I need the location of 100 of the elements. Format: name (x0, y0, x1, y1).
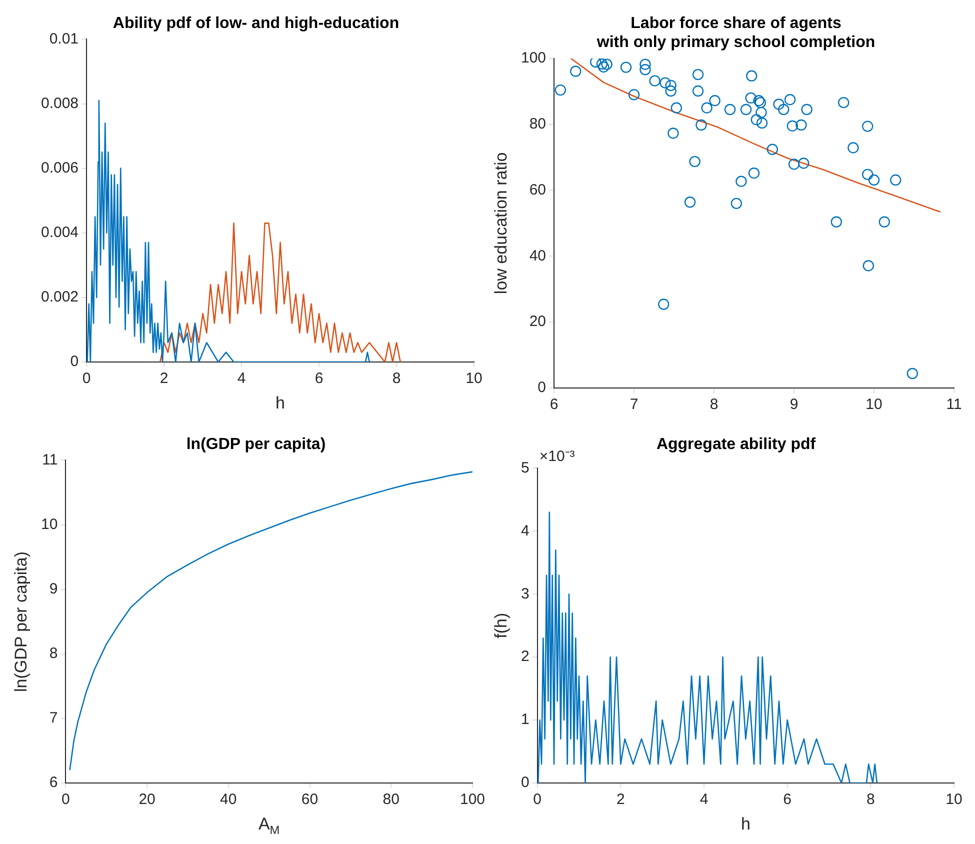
point (649, 75, 660, 86)
point (862, 120, 874, 132)
x-tick-label: 11 (946, 396, 962, 414)
point (798, 158, 810, 169)
x-tick-label: 2 (160, 370, 168, 388)
x-tick-label: 10 (946, 791, 962, 808)
y-tick-label: 0 (521, 774, 530, 792)
point (878, 216, 890, 228)
point (689, 156, 700, 168)
x-axis-title: h (276, 394, 286, 413)
y-tick-label: 100 (520, 50, 546, 67)
point (620, 62, 632, 73)
point (724, 104, 736, 116)
y-axis-title: ln(GDP per capita) (12, 552, 31, 692)
point (862, 168, 874, 180)
chart-title: Ability pdf of low- and high-education (112, 15, 400, 32)
point (796, 119, 807, 131)
point (660, 77, 671, 88)
x-tick-label: 9 (790, 396, 798, 414)
point (838, 96, 850, 108)
point (778, 104, 790, 116)
point (766, 144, 778, 155)
x-tick-label: 10 (466, 370, 482, 388)
y-tick-label: 9 (49, 580, 58, 598)
y-tick-label: 8 (49, 645, 58, 662)
point (709, 94, 720, 106)
point (665, 85, 676, 97)
x-tick-label: 0 (82, 370, 91, 388)
point (788, 158, 800, 170)
point (890, 174, 902, 186)
point (750, 114, 762, 126)
y-axis-title: low education ratio (492, 152, 511, 294)
point (784, 94, 796, 106)
x-tick-label: 20 (138, 791, 156, 808)
point (668, 128, 679, 139)
point (596, 58, 608, 70)
y-axis-title: f(h) (492, 612, 511, 638)
point (665, 80, 676, 92)
y-tick-label: 11 (42, 451, 58, 468)
y-tick-label: 0.002 (40, 288, 79, 306)
x-tick-label: 80 (382, 791, 400, 808)
point (590, 58, 602, 68)
point (748, 168, 760, 179)
y-tick-label: 10 (40, 516, 58, 533)
x-tick-label: 6 (314, 370, 324, 388)
x-tick-label: 4 (237, 370, 246, 388)
point (830, 216, 842, 228)
y-tick-label: 2 (521, 648, 530, 666)
y-tick-label: 5 (521, 459, 530, 476)
point (701, 102, 712, 114)
point (570, 66, 582, 77)
y-tick-label: 40 (529, 247, 546, 264)
x-tick-label: 60 (301, 791, 318, 808)
y-tick-label: 7 (49, 710, 58, 727)
point (906, 368, 918, 380)
y-tick-label: 1 (521, 711, 530, 728)
point (601, 58, 612, 70)
x-tick-label: 7 (630, 396, 638, 414)
point (696, 119, 707, 131)
x-tick-label: 8 (710, 396, 718, 414)
point (786, 120, 798, 132)
y-tick-label: 4 (521, 522, 530, 540)
point (848, 142, 859, 154)
point (745, 92, 756, 104)
chart-title: Labor force share of agents with only primary school completion (596, 15, 876, 52)
point (773, 98, 784, 110)
point (684, 196, 696, 208)
y-tick-label: 0.004 (40, 224, 79, 242)
y-tick-label: 60 (529, 181, 546, 198)
chart-title: ln(GDP per capita) (186, 436, 326, 454)
point (640, 64, 651, 76)
point (862, 260, 874, 272)
text: ×10⁻³ (539, 448, 575, 465)
x-tick-label: 8 (392, 370, 401, 388)
point (756, 117, 768, 129)
point (868, 174, 880, 186)
point (670, 102, 682, 114)
point (692, 68, 704, 80)
y-tick-label: 20 (529, 313, 546, 330)
point (801, 104, 812, 116)
point (730, 198, 742, 210)
y-tick-label: 0.008 (40, 94, 79, 112)
point (598, 61, 610, 73)
point (658, 298, 670, 310)
x-tick-label: 10 (866, 396, 882, 414)
y-tick-label: 80 (529, 115, 546, 132)
point (740, 104, 752, 116)
x-tick-label: 4 (700, 791, 708, 808)
y-tick-label: 0 (70, 353, 79, 370)
x-tick-label: 100 (460, 791, 485, 808)
x-tick-label: 8 (866, 791, 875, 808)
chart-title: Aggregate ability pdf (656, 436, 816, 454)
x-tick-label: 2 (616, 791, 625, 808)
point (640, 58, 651, 70)
x-tick-label: 6 (550, 396, 558, 414)
point (736, 176, 747, 187)
point (692, 85, 704, 97)
x-axis-title: h (740, 814, 750, 834)
point (554, 84, 566, 96)
point (628, 89, 640, 100)
